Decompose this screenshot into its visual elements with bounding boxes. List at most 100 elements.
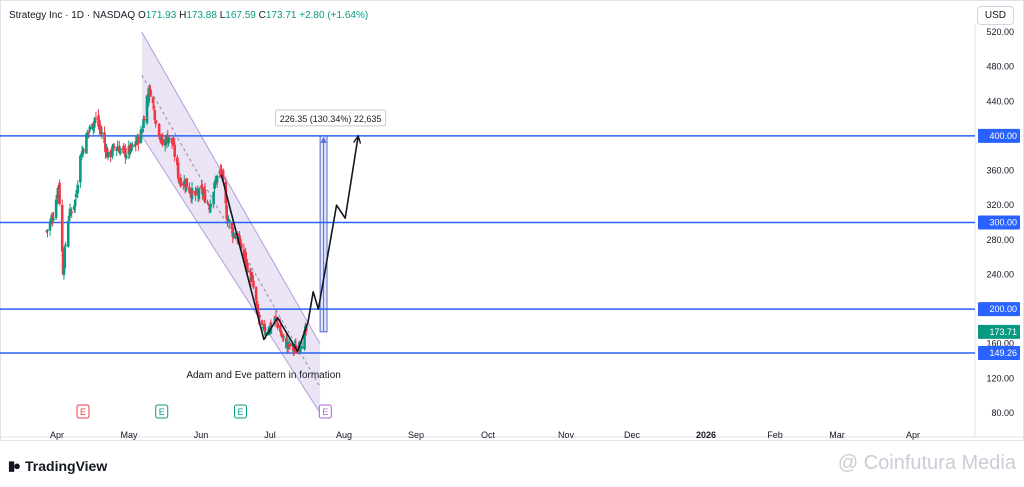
candle: [173, 138, 177, 162]
level-price-label: 300.00: [978, 215, 1020, 230]
candle: [207, 202, 210, 207]
candle-body: [278, 325, 282, 332]
candle: [185, 178, 189, 188]
close-label: C: [258, 10, 266, 21]
earnings-marker[interactable]: E: [233, 404, 247, 419]
candle: [154, 118, 157, 128]
candle: [153, 109, 157, 123]
candle-body: [227, 219, 231, 223]
candle-body: [246, 263, 249, 273]
candle-body: [244, 252, 247, 265]
level-price-label: 400.00: [978, 128, 1020, 143]
level-price-label-text: 400.00: [989, 131, 1017, 141]
earnings-marker[interactable]: E: [155, 404, 169, 419]
candle: [142, 115, 145, 129]
candle-body: [242, 249, 246, 256]
candle: [46, 229, 49, 238]
candle-body: [185, 178, 189, 188]
candle-body: [261, 326, 265, 329]
candle-body: [81, 148, 85, 155]
candle-body: [300, 346, 304, 349]
candle-body: [160, 136, 164, 140]
candle: [100, 126, 104, 139]
x-tick-label: Aug: [336, 430, 352, 440]
candle: [288, 341, 292, 350]
candle-body: [226, 216, 229, 222]
candle: [56, 186, 60, 205]
level-price-label-bg: [978, 302, 1020, 317]
tradingview-logo[interactable]: ▮● TradingView: [8, 458, 107, 474]
candle-body: [153, 109, 157, 120]
candle-body: [258, 314, 261, 319]
candle: [172, 136, 176, 146]
candle-body: [124, 155, 128, 159]
candle: [73, 205, 76, 213]
candle: [149, 85, 152, 98]
candle-body: [88, 126, 92, 131]
earnings-marker-label: E: [80, 407, 86, 417]
candle-body: [82, 149, 86, 152]
symbol-ohlc-line: Strategy Inc · 1D · NASDAQ O171.93 H173.…: [9, 10, 368, 21]
candle-body: [70, 211, 74, 213]
candle-body: [97, 115, 100, 127]
candle-body: [188, 187, 191, 193]
candle: [191, 190, 195, 195]
y-tick-label: 480.00: [986, 62, 1014, 72]
candle-body: [206, 202, 209, 204]
earnings-marker[interactable]: E: [318, 404, 332, 419]
candle: [232, 227, 235, 240]
candle: [52, 211, 55, 222]
candle-body: [176, 157, 179, 165]
candle: [121, 146, 125, 154]
candle: [212, 191, 215, 209]
candle-body: [230, 223, 234, 230]
candle-body: [197, 188, 201, 200]
candle-body: [252, 280, 255, 288]
candle-body: [200, 185, 203, 189]
candle-body: [52, 218, 55, 221]
candle: [116, 140, 119, 148]
candle-body: [154, 121, 157, 124]
candle-body: [263, 323, 267, 333]
candle-body: [256, 304, 260, 312]
candle-body: [254, 287, 258, 301]
candle: [282, 336, 286, 342]
candle: [188, 182, 191, 194]
candle-body: [56, 188, 60, 199]
measure-label: 226.35 (130.34%) 22,635: [275, 109, 387, 127]
candle: [286, 343, 290, 353]
candle: [246, 259, 249, 275]
y-tick-label: 80.00: [991, 408, 1014, 418]
candle-body: [177, 177, 181, 182]
candle: [130, 141, 134, 152]
candle-body: [251, 277, 254, 279]
candle-body: [87, 131, 91, 133]
candle-body: [167, 137, 170, 144]
symbol-title[interactable]: Strategy Inc · 1D · NASDAQ: [9, 10, 136, 21]
candle-body: [155, 120, 158, 122]
candle: [64, 241, 67, 248]
candle-body: [76, 184, 80, 194]
candle-body: [140, 131, 144, 133]
candle: [79, 158, 83, 160]
candle-body: [73, 205, 76, 210]
candle-body: [238, 236, 241, 241]
candle-body: [152, 105, 156, 109]
candle-body: [151, 97, 155, 104]
level-price-label: 200.00: [978, 302, 1020, 317]
candle-body: [58, 182, 61, 205]
earnings-marker[interactable]: E: [76, 404, 90, 419]
candle: [76, 180, 80, 199]
level-price-label-bg: [978, 346, 1020, 361]
candle-body: [221, 170, 225, 181]
candle-body: [291, 343, 294, 347]
pattern-annotation: Adam and Eve pattern in formation: [186, 370, 341, 381]
candle-body: [100, 132, 104, 134]
candle-body: [255, 301, 259, 303]
candle: [209, 203, 213, 211]
candle: [190, 182, 194, 204]
last-price-label: 173.71: [978, 324, 1020, 339]
x-tick-label: Apr: [906, 430, 920, 440]
currency-button[interactable]: USD: [976, 6, 1014, 25]
